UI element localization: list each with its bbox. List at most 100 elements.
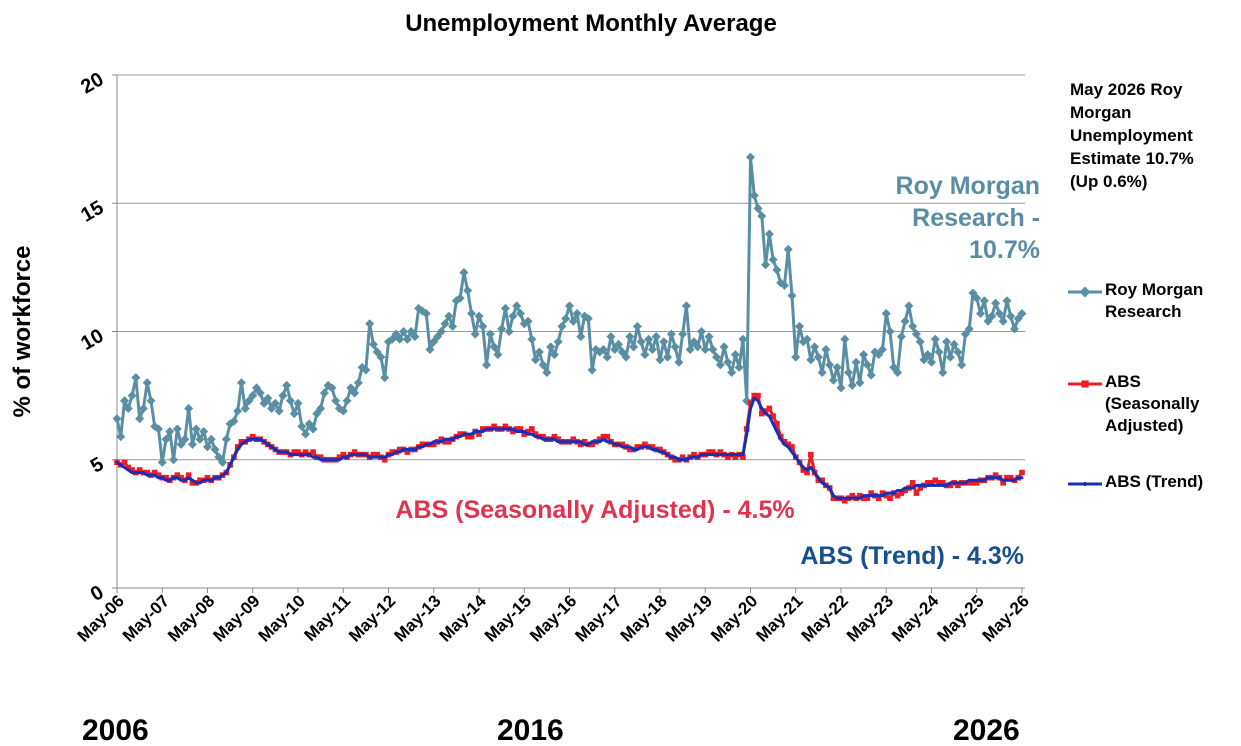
data-point	[604, 433, 611, 440]
data-point	[832, 362, 842, 372]
data-point	[997, 476, 1001, 480]
data-point	[489, 342, 499, 352]
data-point	[174, 472, 181, 478]
data-point	[168, 478, 172, 482]
data-point	[900, 316, 910, 326]
data-point	[336, 454, 343, 460]
data-point	[761, 260, 771, 270]
data-point	[444, 311, 454, 321]
data-point	[213, 476, 217, 480]
data-point	[598, 440, 602, 444]
data-point	[442, 438, 448, 445]
data-point	[463, 285, 473, 295]
data-point	[764, 412, 768, 416]
data-point	[640, 350, 650, 360]
data-point	[424, 442, 428, 446]
data-point	[693, 342, 703, 352]
data-point	[349, 453, 353, 457]
x-tick-label: May-11	[301, 591, 355, 645]
data-point	[340, 451, 347, 458]
data-point	[419, 441, 426, 448]
data-point	[138, 403, 148, 413]
data-point	[972, 293, 982, 303]
data-point	[120, 396, 130, 406]
data-point	[809, 465, 813, 469]
x-tick-label: May-07	[119, 591, 173, 645]
data-point	[394, 450, 398, 454]
data-point	[808, 451, 814, 458]
data-point	[975, 478, 979, 482]
data-point	[145, 473, 149, 477]
data-point	[945, 352, 955, 362]
data-point	[581, 438, 588, 445]
data-point	[802, 334, 812, 344]
data-point	[851, 357, 861, 367]
data-point	[679, 454, 686, 460]
data-point	[840, 334, 850, 344]
data-point	[502, 423, 509, 430]
data-point	[476, 431, 482, 437]
data-point	[600, 433, 607, 440]
data-point	[926, 483, 930, 487]
data-point	[994, 476, 998, 480]
data-point	[725, 454, 731, 460]
x-tick-label: May-08	[164, 591, 218, 645]
data-point	[963, 481, 967, 485]
data-point	[1002, 296, 1012, 306]
data-point	[462, 432, 466, 436]
data-point	[819, 477, 825, 484]
data-point	[994, 309, 1004, 319]
data-point	[624, 445, 628, 449]
data-point	[507, 427, 511, 431]
data-point	[451, 437, 455, 441]
data-point	[733, 453, 737, 457]
data-point	[684, 458, 688, 462]
data-point	[1006, 311, 1016, 321]
data-point	[979, 478, 983, 482]
data-point	[157, 457, 167, 467]
data-point	[783, 244, 793, 254]
data-point	[270, 445, 274, 449]
data-point	[1005, 478, 1009, 482]
data-point	[715, 360, 725, 370]
data-point	[353, 453, 357, 457]
data-point	[888, 491, 892, 495]
data-point	[928, 480, 935, 486]
data-point	[948, 481, 952, 485]
note: May 2026 Roy Morgan Unemployment Estimat…	[1070, 80, 1194, 191]
chart-title: Unemployment Monthly Average	[405, 10, 777, 37]
data-point	[368, 339, 378, 349]
data-point	[123, 403, 133, 413]
data-point	[240, 403, 250, 413]
data-point	[263, 393, 273, 403]
data-point	[262, 440, 266, 444]
data-point	[992, 472, 999, 478]
data-point	[527, 334, 537, 344]
data-point	[927, 357, 936, 367]
data-point	[794, 455, 798, 459]
data-point	[127, 391, 137, 401]
data-point	[459, 268, 469, 278]
data-point	[662, 450, 666, 454]
data-point	[172, 476, 176, 480]
data-point	[571, 440, 575, 444]
data-point	[896, 489, 900, 493]
data-point	[575, 440, 579, 444]
data-point	[617, 442, 621, 446]
annotation: ABS (Seasonally Adjusted) - 4.5%	[395, 496, 795, 524]
data-point	[947, 482, 954, 489]
data-point	[337, 458, 341, 462]
x-tick-label: May-21	[752, 591, 806, 645]
data-point	[704, 332, 714, 342]
data-point	[718, 453, 722, 457]
data-point	[521, 431, 528, 437]
data-point	[560, 440, 564, 444]
data-point	[586, 442, 590, 446]
legend-label: ABS (Trend)	[1105, 472, 1204, 491]
data-point	[183, 478, 187, 482]
data-point	[238, 438, 245, 445]
data-point	[300, 453, 304, 457]
data-point	[248, 391, 258, 401]
data-point	[918, 483, 922, 487]
